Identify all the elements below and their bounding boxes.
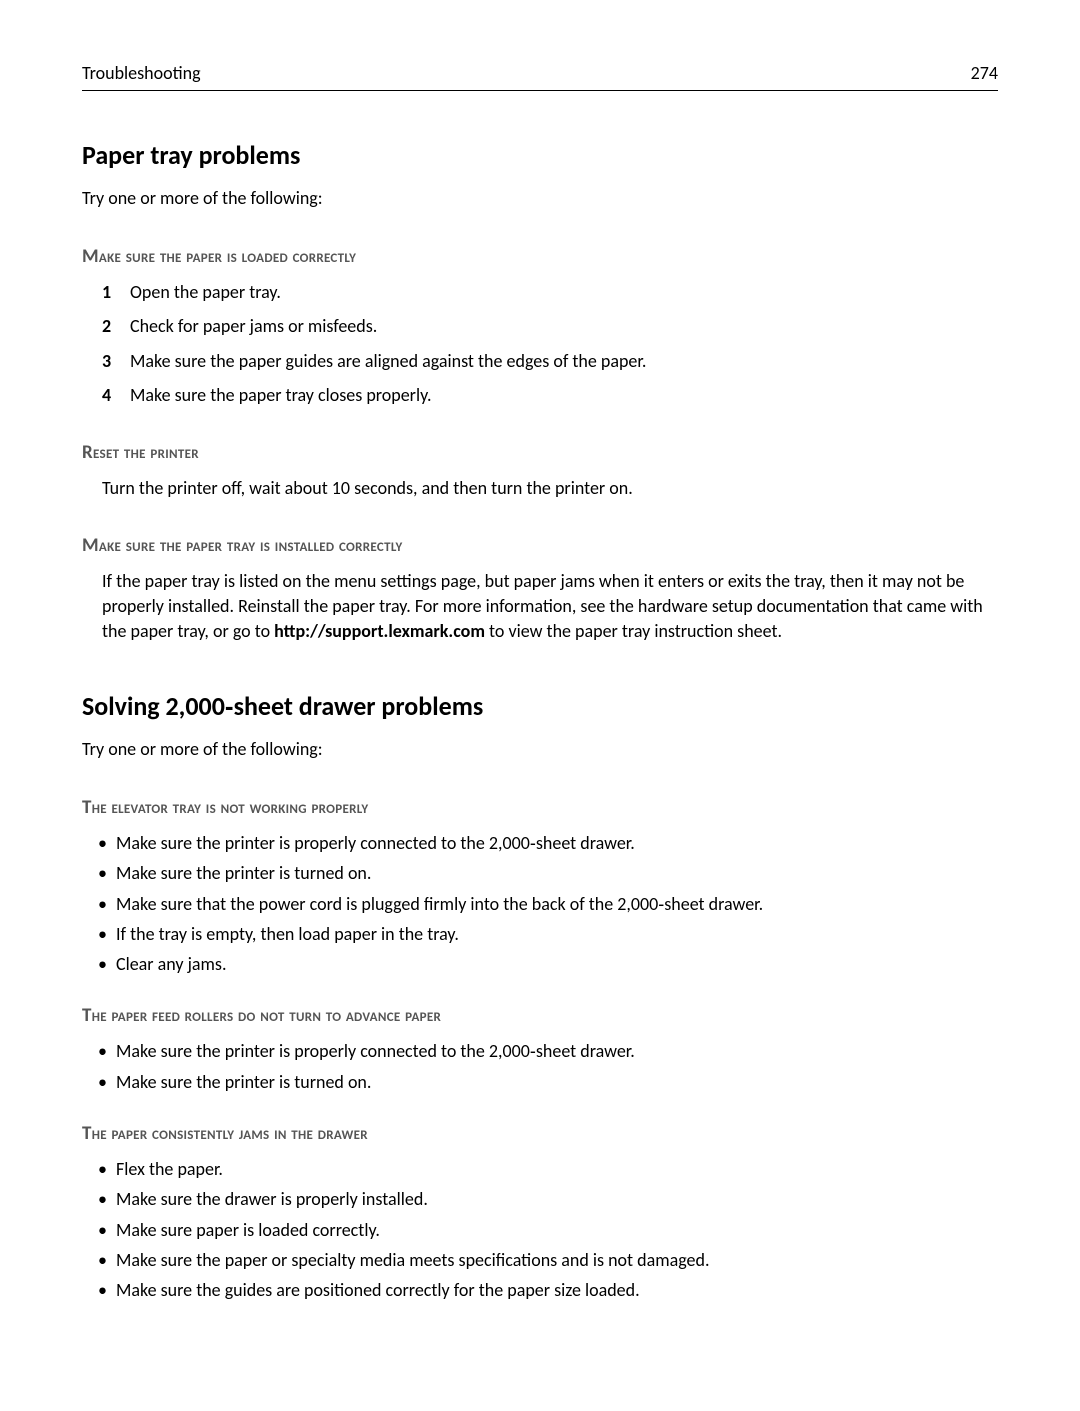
step-text: Open the paper tray. bbox=[130, 280, 281, 304]
intro-text: Try one or more of the following: bbox=[82, 738, 998, 760]
list-item: 3Make sure the paper guides are aligned … bbox=[102, 349, 998, 373]
list-item: Clear any jams. bbox=[116, 952, 998, 976]
paragraph: If the paper tray is listed on the menu … bbox=[82, 569, 998, 643]
step-number: 2 bbox=[102, 314, 124, 338]
subheading: Make sure the paper is loaded correctly bbox=[82, 245, 998, 268]
list-item: Flex the paper. bbox=[116, 1157, 998, 1181]
list-item: Make sure the printer is turned on. bbox=[116, 861, 998, 885]
subheading: The elevator tray is not working properl… bbox=[82, 796, 998, 819]
list-item: Make sure paper is loaded correctly. bbox=[116, 1218, 998, 1242]
heading-2000-sheet-drawer: Solving 2,000‑sheet drawer problems bbox=[82, 690, 998, 722]
list-item: Make sure the drawer is properly install… bbox=[116, 1187, 998, 1211]
subsection-tray-installed: Make sure the paper tray is installed co… bbox=[82, 534, 998, 643]
subheading: The paper consistently jams in the drawe… bbox=[82, 1122, 998, 1145]
list-item: Make sure the guides are positioned corr… bbox=[116, 1278, 998, 1302]
subheading: Reset the printer bbox=[82, 441, 998, 464]
page-header: Troubleshooting 274 bbox=[82, 62, 998, 91]
text-after-link: to view the paper tray instruction sheet… bbox=[485, 620, 782, 642]
subheading: The paper feed rollers do not turn to ad… bbox=[82, 1004, 998, 1027]
step-number: 1 bbox=[102, 280, 124, 304]
list-item: If the tray is empty, then load paper in… bbox=[116, 922, 998, 946]
subsection-elevator-tray: The elevator tray is not working properl… bbox=[82, 796, 998, 976]
subsection-paper-jams: The paper consistently jams in the drawe… bbox=[82, 1122, 998, 1302]
header-section-name: Troubleshooting bbox=[82, 62, 201, 84]
subheading: Make sure the paper tray is installed co… bbox=[82, 534, 998, 557]
support-link[interactable]: http://support.lexmark.com bbox=[274, 620, 485, 642]
step-text: Make sure the paper tray closes properly… bbox=[130, 383, 432, 407]
header-page-number: 274 bbox=[971, 62, 998, 84]
list-item: 2Check for paper jams or misfeeds. bbox=[102, 314, 998, 338]
heading-paper-tray-problems: Paper tray problems bbox=[82, 139, 998, 171]
paragraph: Turn the printer off, wait about 10 seco… bbox=[82, 476, 998, 500]
step-number: 3 bbox=[102, 349, 124, 373]
numbered-list: 1Open the paper tray. 2Check for paper j… bbox=[82, 280, 998, 407]
bullet-list: Make sure the printer is properly connec… bbox=[82, 831, 998, 976]
subsection-reset-printer: Reset the printer Turn the printer off, … bbox=[82, 441, 998, 500]
step-number: 4 bbox=[102, 383, 124, 407]
subsection-load-correctly: Make sure the paper is loaded correctly … bbox=[82, 245, 998, 407]
list-item: 4Make sure the paper tray closes properl… bbox=[102, 383, 998, 407]
bullet-list: Flex the paper. Make sure the drawer is … bbox=[82, 1157, 998, 1302]
list-item: Make sure the printer is properly connec… bbox=[116, 831, 998, 855]
document-page: Troubleshooting 274 Paper tray problems … bbox=[0, 0, 1080, 1411]
subsection-feed-rollers: The paper feed rollers do not turn to ad… bbox=[82, 1004, 998, 1094]
bullet-list: Make sure the printer is properly connec… bbox=[82, 1039, 998, 1094]
list-item: Make sure that the power cord is plugged… bbox=[116, 892, 998, 916]
list-item: 1Open the paper tray. bbox=[102, 280, 998, 304]
list-item: Make sure the paper or specialty media m… bbox=[116, 1248, 998, 1272]
list-item: Make sure the printer is properly connec… bbox=[116, 1039, 998, 1063]
list-item: Make sure the printer is turned on. bbox=[116, 1070, 998, 1094]
step-text: Check for paper jams or misfeeds. bbox=[130, 314, 377, 338]
step-text: Make sure the paper guides are aligned a… bbox=[130, 349, 646, 373]
intro-text: Try one or more of the following: bbox=[82, 187, 998, 209]
